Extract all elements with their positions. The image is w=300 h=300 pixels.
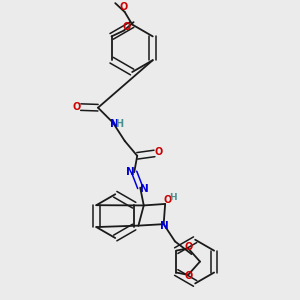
- Text: N: N: [110, 119, 118, 129]
- Text: O: O: [72, 102, 80, 112]
- Text: N: N: [126, 167, 135, 177]
- Text: O: O: [119, 2, 128, 12]
- Text: O: O: [155, 147, 163, 157]
- Text: O: O: [185, 242, 193, 252]
- Text: H: H: [115, 119, 124, 129]
- Text: O: O: [164, 195, 172, 206]
- Text: H: H: [169, 193, 177, 202]
- Text: O: O: [122, 22, 130, 32]
- Text: N: N: [160, 221, 169, 231]
- Text: O: O: [185, 271, 193, 281]
- Text: N: N: [140, 184, 149, 194]
